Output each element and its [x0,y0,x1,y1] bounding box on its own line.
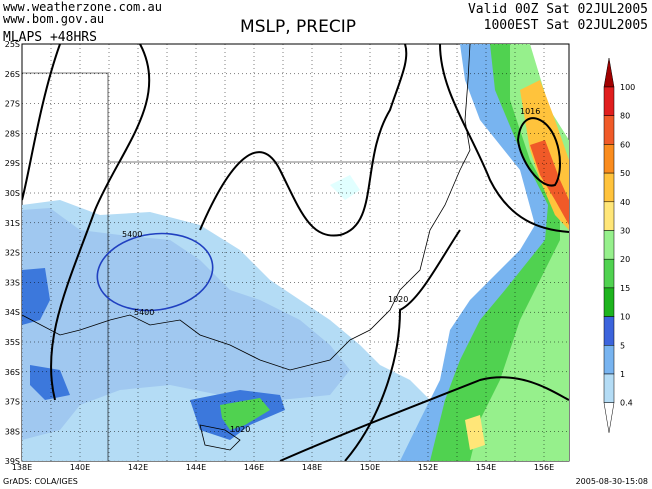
coastline [22,44,471,371]
tasmania [199,424,241,451]
legend-swatch [603,230,615,260]
lon-label: 138E [12,463,32,472]
legend-label: 50 [620,169,630,178]
lon-label: 142E [128,463,148,472]
legend-label: 20 [620,255,630,264]
contour-label: 1016 [520,107,540,116]
lat-label: 27S [5,100,20,109]
lat-label: 28S [5,129,20,138]
precip-red [530,140,569,225]
contour-label: 5400 [134,308,154,317]
lat-label: 33S [5,278,20,287]
legend-label: 10 [620,313,630,322]
legend-swatch [603,201,615,231]
contour-label: 1020 [230,425,250,434]
lat-label: 37S [5,398,20,407]
legend-top [603,57,615,88]
title: MSLP, PRECIP [240,17,356,37]
precip-blue [22,268,70,400]
legend-bottom [603,402,615,433]
precip-pale [330,175,360,200]
lon-label: 148E [302,463,322,472]
lat-label: 26S [5,70,20,79]
lat-label: 36S [5,368,20,377]
legend-label: 1 [620,370,625,379]
lon-label: 140E [70,463,90,472]
legend-label: 30 [620,227,630,236]
lon-label: 154E [476,463,496,472]
legend-swatch [603,345,615,375]
site: www.weatherzone.com.au [3,0,162,14]
lon-label: 146E [244,463,264,472]
lat-label: 35S [5,338,20,347]
valid-time: Valid 00Z Sat 02JUL2005 [468,2,648,17]
lon-label: 152E [418,463,438,472]
lon-label: 156E [534,463,554,472]
lat-label: 39S [5,457,20,466]
legend-swatch [603,115,615,145]
lat-label: 25S [5,40,20,49]
legend-swatch [603,316,615,346]
legend-label: 100 [620,83,635,92]
legend-swatch [603,144,615,174]
lon-label: 144E [186,463,206,472]
legend-label: 60 [620,140,630,149]
height-contour [96,232,214,312]
local-time: 1000EST Sat 02JUL2005 [484,18,648,33]
isobars [22,44,569,461]
precip-yellow [465,415,485,450]
lat-label: 30S [5,189,20,198]
lat-label: 32S [5,249,20,258]
legend-label: 80 [620,112,630,121]
legend-swatch [603,86,615,116]
contour-label: 5400 [122,230,142,239]
lat-label: 38S [5,427,20,436]
model: MLAPS +48HRS [3,30,97,45]
legend-swatch [603,287,615,317]
lon-label: 150E [360,463,380,472]
lat-label: 31S [5,219,20,228]
precip-green [220,398,270,430]
legend-label: 15 [620,284,630,293]
footer-right: 2005-08-30-15:08 [576,477,648,486]
lon-labels: 138E 140E 142E 144E 146E 148E 150E 152E 154E 156E [12,463,554,472]
legend: 100 80 60 50 40 30 20 15 10 5 1 0.4 [603,57,635,433]
contour-label: 1020 [388,295,408,304]
legend-label: 5 [620,341,625,350]
lat-label: 29S [5,159,20,168]
legend-swatch [603,172,615,203]
legend-label: 40 [620,198,630,207]
legend-swatch [603,373,615,403]
map: 1016 5400 5400 1020 1020 [21,43,570,462]
lat-label: 34S [5,308,20,317]
site: www.bom.gov.au [3,12,104,26]
legend-label: 0.4 [620,399,633,408]
legend-swatch [603,258,615,289]
footer-left: GrADS: COLA/IGES [3,477,78,486]
lat-labels: 25S 26S 27S 28S 29S 30S 31S 32S 33S 34S 35S 36S 37S 3… [5,40,20,466]
